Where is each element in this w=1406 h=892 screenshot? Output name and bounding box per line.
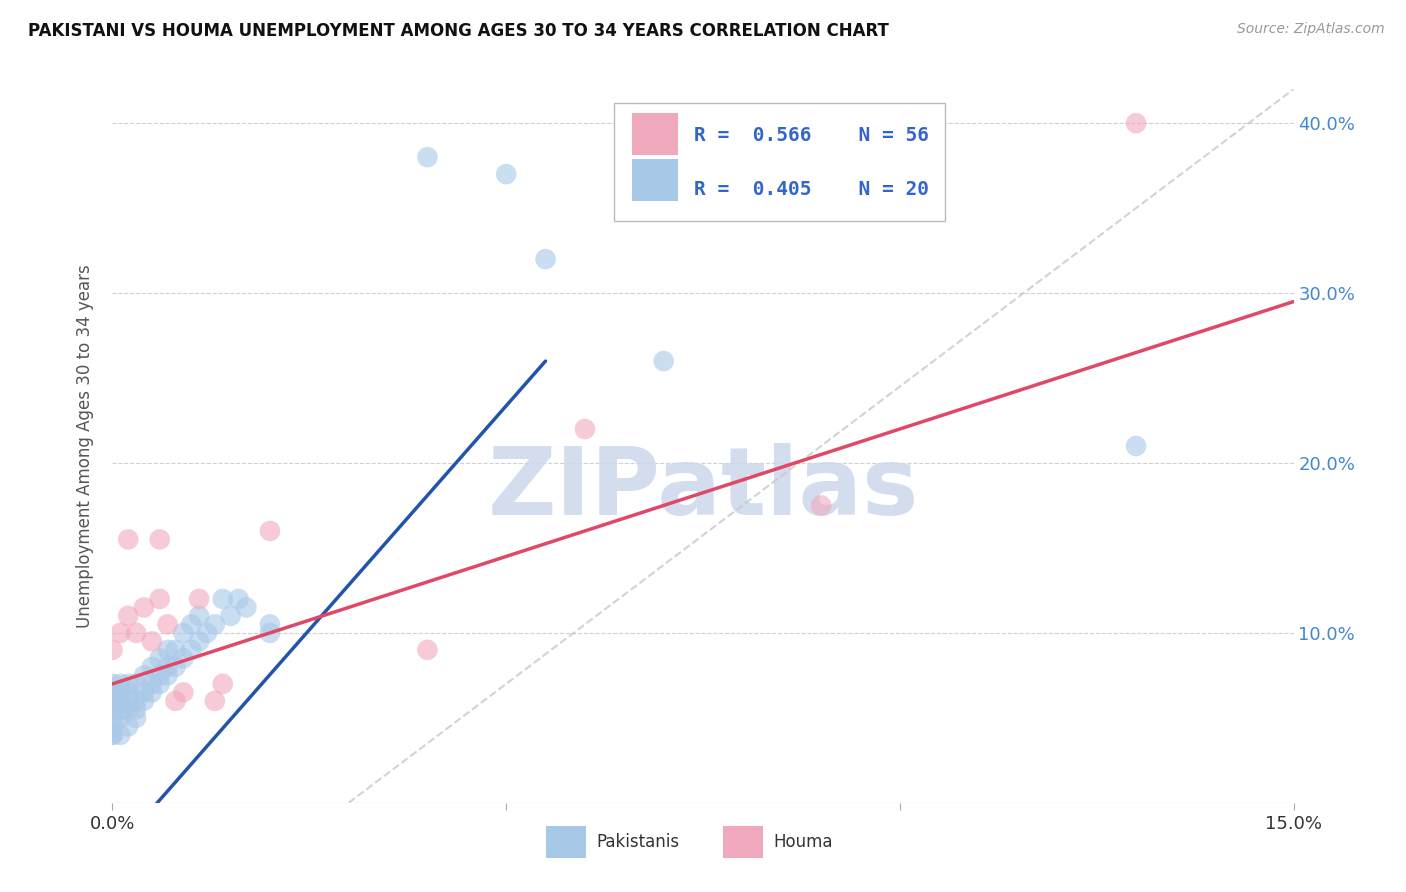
Point	[574, 422, 596, 436]
Text: ZIPatlas: ZIPatlas	[488, 442, 918, 535]
Point	[534, 252, 557, 266]
Point	[149, 677, 172, 691]
Point	[101, 643, 124, 657]
Point	[156, 643, 179, 657]
Point	[117, 677, 139, 691]
FancyBboxPatch shape	[723, 826, 763, 858]
Text: R =  0.566    N = 56: R = 0.566 N = 56	[693, 126, 928, 145]
Text: Pakistanis: Pakistanis	[596, 833, 681, 851]
Point	[211, 677, 233, 691]
Point	[101, 719, 124, 733]
Point	[110, 728, 132, 742]
Point	[195, 626, 218, 640]
Point	[110, 677, 132, 691]
Point	[132, 694, 155, 708]
Point	[165, 694, 187, 708]
Point	[132, 600, 155, 615]
Point	[259, 524, 281, 538]
Text: Houma: Houma	[773, 833, 834, 851]
Point	[117, 685, 139, 699]
Point	[156, 660, 179, 674]
Point	[101, 728, 124, 742]
Point	[101, 694, 124, 708]
Point	[180, 617, 202, 632]
FancyBboxPatch shape	[614, 103, 945, 221]
Point	[188, 634, 211, 648]
Point	[125, 677, 148, 691]
Point	[416, 150, 439, 164]
Point	[156, 668, 179, 682]
Point	[101, 728, 124, 742]
Point	[1125, 439, 1147, 453]
Point	[110, 702, 132, 716]
Point	[259, 626, 281, 640]
Point	[117, 608, 139, 623]
Point	[101, 677, 124, 691]
Point	[149, 591, 172, 606]
Y-axis label: Unemployment Among Ages 30 to 34 years: Unemployment Among Ages 30 to 34 years	[76, 264, 94, 628]
Point	[652, 354, 675, 368]
Text: Source: ZipAtlas.com: Source: ZipAtlas.com	[1237, 22, 1385, 37]
Point	[101, 702, 124, 716]
Point	[1125, 116, 1147, 130]
Point	[110, 711, 132, 725]
Point	[810, 499, 832, 513]
Point	[156, 617, 179, 632]
Point	[172, 651, 194, 665]
Point	[172, 685, 194, 699]
Point	[416, 643, 439, 657]
Point	[204, 617, 226, 632]
Point	[125, 694, 148, 708]
Point	[132, 668, 155, 682]
Point	[172, 626, 194, 640]
Point	[125, 702, 148, 716]
Point	[101, 685, 124, 699]
Point	[188, 608, 211, 623]
Point	[235, 600, 257, 615]
Point	[149, 651, 172, 665]
Point	[228, 591, 250, 606]
Point	[204, 694, 226, 708]
Point	[110, 626, 132, 640]
Point	[141, 677, 163, 691]
Point	[117, 533, 139, 547]
Point	[149, 668, 172, 682]
Point	[125, 626, 148, 640]
Point	[219, 608, 242, 623]
Text: R =  0.405    N = 20: R = 0.405 N = 20	[693, 179, 928, 199]
Point	[180, 643, 202, 657]
Point	[125, 711, 148, 725]
Point	[117, 694, 139, 708]
Point	[110, 685, 132, 699]
Point	[259, 617, 281, 632]
Point	[141, 685, 163, 699]
Point	[188, 591, 211, 606]
Point	[117, 719, 139, 733]
Point	[110, 694, 132, 708]
Point	[211, 591, 233, 606]
Point	[165, 660, 187, 674]
Point	[141, 660, 163, 674]
Text: PAKISTANI VS HOUMA UNEMPLOYMENT AMONG AGES 30 TO 34 YEARS CORRELATION CHART: PAKISTANI VS HOUMA UNEMPLOYMENT AMONG AG…	[28, 22, 889, 40]
Point	[495, 167, 517, 181]
FancyBboxPatch shape	[633, 159, 678, 202]
FancyBboxPatch shape	[633, 112, 678, 155]
Point	[117, 702, 139, 716]
Point	[101, 711, 124, 725]
Point	[149, 533, 172, 547]
Point	[141, 634, 163, 648]
Point	[132, 685, 155, 699]
FancyBboxPatch shape	[546, 826, 586, 858]
Point	[165, 643, 187, 657]
